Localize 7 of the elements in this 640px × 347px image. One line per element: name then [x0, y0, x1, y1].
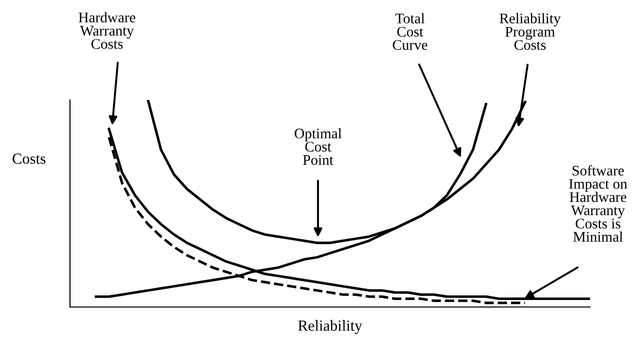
annotation: Software Impact on Hardware Warranty Costs is Minimal — [569, 165, 628, 242]
x-axis-title: Reliability — [298, 320, 362, 334]
text: Reliability Program Costs — [500, 13, 561, 50]
text: Hardware Warranty Costs — [78, 12, 136, 49]
annotation: Optimal Cost Point — [294, 128, 342, 165]
text: Total Cost Curve — [392, 13, 428, 50]
y-axis-title: Costs — [12, 154, 46, 164]
